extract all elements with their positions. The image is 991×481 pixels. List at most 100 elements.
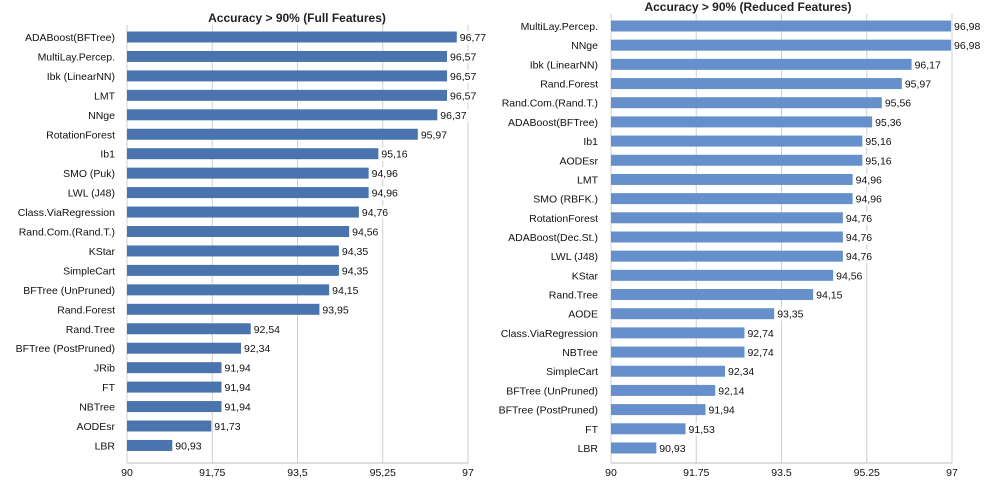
category-label: SimpleCart xyxy=(546,366,598,378)
x-tick-label: 93,5 xyxy=(287,467,308,479)
data-label-background xyxy=(449,50,480,64)
data-label-background xyxy=(953,39,984,53)
bar xyxy=(611,289,814,301)
data-label-background xyxy=(864,154,895,168)
bar xyxy=(127,31,457,43)
category-label: Ibk (LinearNN) xyxy=(47,71,115,83)
data-label-background xyxy=(726,365,757,379)
category-label: LMT xyxy=(577,174,599,186)
bar xyxy=(611,20,952,32)
data-label: 94,96 xyxy=(856,174,882,186)
x-tick-label: 95,25 xyxy=(370,467,396,479)
data-label: 95,97 xyxy=(421,129,447,141)
category-label: RotationForest xyxy=(529,213,598,225)
x-tick-label: 90 xyxy=(121,467,133,479)
data-label-background xyxy=(658,441,689,455)
bar xyxy=(127,303,320,315)
data-label: 95,56 xyxy=(885,98,911,110)
category-label: AODEsr xyxy=(76,421,115,433)
bar xyxy=(127,89,448,101)
category-label: KStar xyxy=(89,246,116,258)
category-label: NNge xyxy=(88,110,115,122)
category-label: Class.ViaRegression xyxy=(18,207,115,219)
x-tick-label: 91.75 xyxy=(683,467,709,479)
chart-2: Accuracy > 90% (Reduced Features) 90 91.75… xyxy=(499,0,984,479)
bar xyxy=(611,39,952,51)
data-label: 94,96 xyxy=(372,168,398,180)
category-label: NBTree xyxy=(562,347,598,359)
data-label-background xyxy=(370,186,401,200)
data-label: 96,77 xyxy=(460,32,486,44)
data-label-background xyxy=(815,288,846,302)
data-label-background xyxy=(340,244,371,258)
category-label: NBTree xyxy=(79,402,115,414)
bar xyxy=(127,381,222,393)
data-label-background xyxy=(252,322,283,336)
data-label-background xyxy=(835,269,866,283)
bar xyxy=(127,284,330,296)
data-label: 91,94 xyxy=(709,405,735,417)
data-label-background xyxy=(223,381,254,395)
data-label-background xyxy=(864,135,895,149)
data-label: 94,15 xyxy=(332,285,358,297)
data-label: 94,35 xyxy=(342,265,368,277)
category-label: Rand.Com.(Rand.T.) xyxy=(502,98,598,110)
data-label-background xyxy=(854,192,885,206)
bar xyxy=(127,401,222,413)
x-tick-label: 90 xyxy=(605,467,617,479)
bar xyxy=(127,70,448,82)
category-label: Rand.Forest xyxy=(540,79,598,91)
data-label-background xyxy=(449,89,480,103)
chart-title: Accuracy > 90% (Reduced Features) xyxy=(644,0,851,14)
data-label: 90,93 xyxy=(175,440,201,452)
data-label: 95,16 xyxy=(865,155,891,167)
data-label: 96,98 xyxy=(954,21,980,33)
data-label: 90,93 xyxy=(659,443,685,455)
data-label-background xyxy=(874,115,905,129)
category-label: JRib xyxy=(94,363,115,375)
bar xyxy=(611,58,912,70)
data-label: 95,36 xyxy=(875,117,901,129)
data-label-background xyxy=(331,283,362,297)
data-label-background xyxy=(242,342,273,356)
data-label: 91,53 xyxy=(689,424,715,436)
bar xyxy=(127,109,438,121)
category-label: BFTree (PostPruned) xyxy=(16,343,115,355)
category-label: MultiLay.Percep. xyxy=(521,21,598,33)
bar xyxy=(611,250,843,262)
data-label: 94,35 xyxy=(342,246,368,258)
x-tick-label: 93.5 xyxy=(771,467,792,479)
bar xyxy=(611,404,706,416)
data-label: 92,34 xyxy=(728,366,754,378)
data-label: 91,94 xyxy=(225,382,251,394)
category-label: Rand.Forest xyxy=(57,304,115,316)
data-label-background xyxy=(458,31,489,44)
bar xyxy=(127,167,369,179)
data-label-background xyxy=(449,69,480,83)
category-label: LWL (J48) xyxy=(551,251,598,263)
chart-title: Accuracy > 90% (Full Features) xyxy=(208,11,386,25)
bar xyxy=(127,50,448,62)
data-label-background xyxy=(746,346,777,360)
category-label: Ib1 xyxy=(100,149,115,161)
category-label: KStar xyxy=(572,270,599,282)
data-label-background xyxy=(174,439,205,453)
data-label-background xyxy=(370,167,401,181)
data-label: 94,56 xyxy=(836,270,862,282)
bar xyxy=(611,346,745,358)
category-label: LBR xyxy=(578,443,599,455)
data-label-background xyxy=(717,384,748,398)
x-tick-label: 95.25 xyxy=(854,467,880,479)
data-label-background xyxy=(380,147,411,161)
data-label: 96,17 xyxy=(915,59,941,71)
bar xyxy=(611,173,853,185)
data-label: 94,56 xyxy=(352,227,378,239)
category-label: Ibk (LinearNN) xyxy=(530,59,598,71)
data-label-background xyxy=(351,225,382,239)
bar xyxy=(611,384,716,396)
data-label: 96,57 xyxy=(450,90,476,102)
category-label: BFTree (PostPruned) xyxy=(499,405,598,417)
data-label-background xyxy=(419,128,450,142)
data-label: 96,57 xyxy=(450,51,476,63)
